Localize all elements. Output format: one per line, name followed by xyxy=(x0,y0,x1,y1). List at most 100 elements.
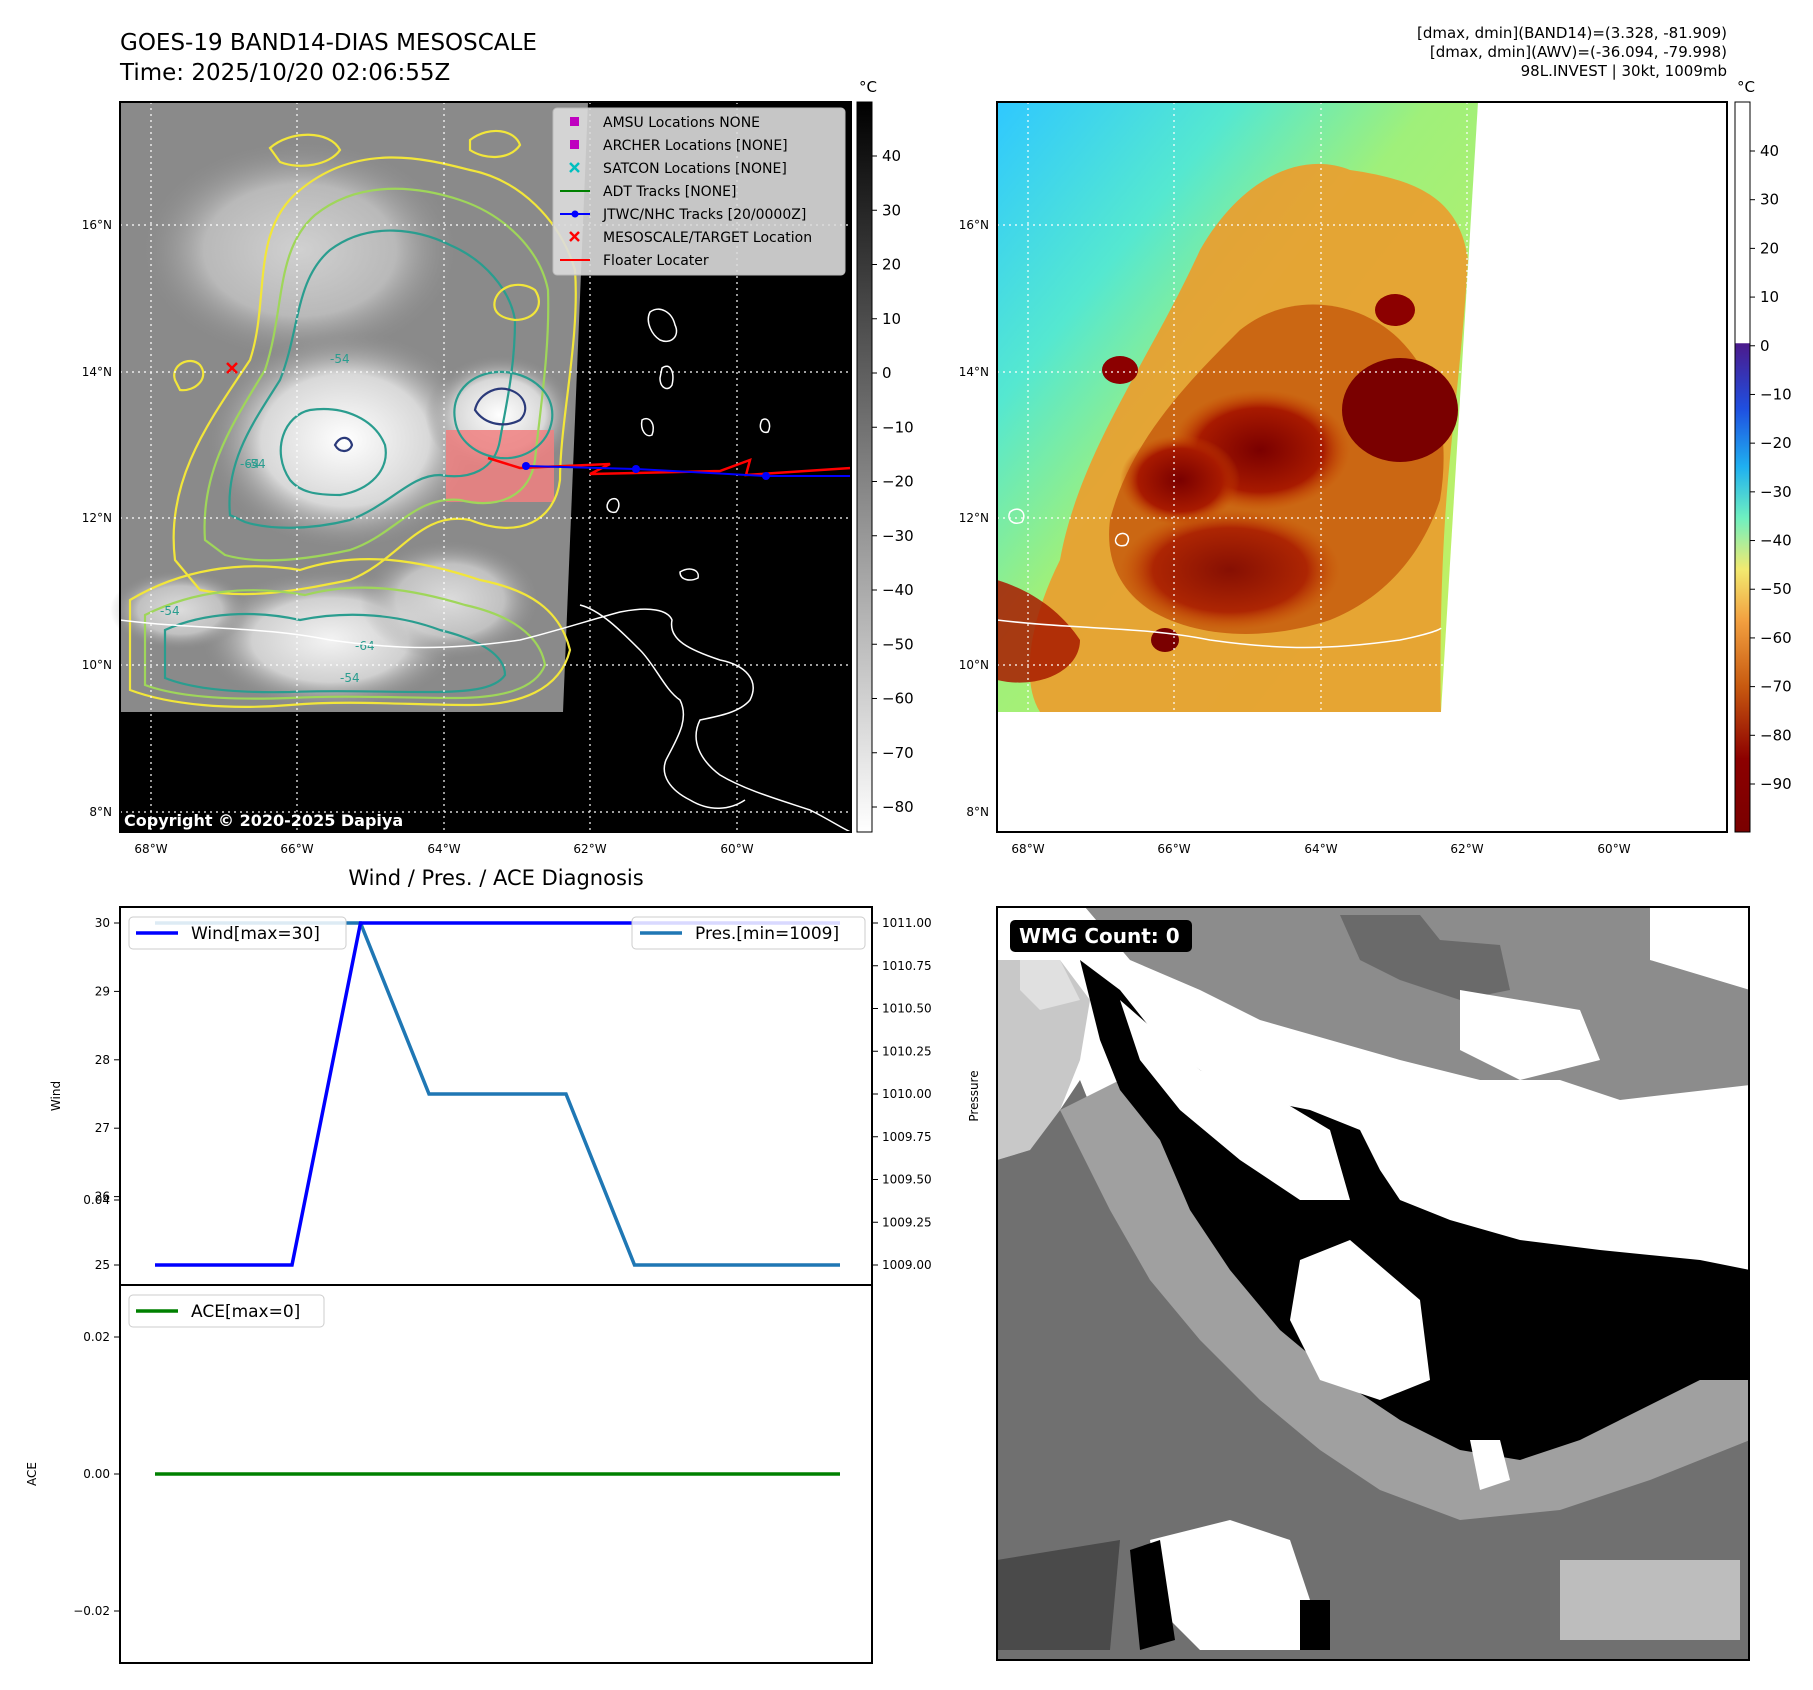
ace-legend: ACE[max=0] xyxy=(128,1294,325,1328)
awv-colorbar-tick-label: 10 xyxy=(1760,288,1779,306)
ir-colorbar: °C 40 30 20 10 0 −10 −20 −30 −40 −50 −60 −70 −80 xyxy=(856,78,914,833)
wind-axis-label: Wind xyxy=(49,1081,63,1111)
legend-jtwc: JTWC/NHC Tracks [20/0000Z] xyxy=(602,207,806,223)
figure-time: Time: 2025/10/20 02:06:55Z xyxy=(119,60,450,86)
pressure-axis-tick-label: 1010.25 xyxy=(882,1044,932,1058)
awv-colorbar-tick-label: −40 xyxy=(1760,532,1792,550)
ir-imagery xyxy=(110,102,588,712)
svg-text:-64: -64 xyxy=(240,457,260,471)
awv-map-frame xyxy=(996,101,1728,833)
svg-text:-54: -54 xyxy=(160,604,180,618)
wmg-count-badge xyxy=(1010,920,1192,952)
legend-satcon: SATCON Locations [NONE] xyxy=(603,161,787,177)
awv-colorbar-tick-label: −90 xyxy=(1760,775,1792,793)
svg-text:60°W: 60°W xyxy=(720,842,753,856)
awv-colorbar-tick-label: 20 xyxy=(1760,239,1779,257)
ace-axis-label: ACE xyxy=(25,1462,39,1486)
ir-colorbar-tick-label: −50 xyxy=(882,635,914,653)
svg-text:10°N: 10°N xyxy=(959,658,989,672)
diagnosis-panel: Wind / Pres. / ACE Diagnosis Wind Pressu… xyxy=(25,866,981,1664)
svg-text:12°N: 12°N xyxy=(82,511,112,525)
svg-text:-54: -54 xyxy=(340,671,360,685)
ir-map-panel: -54 -54 -64 -54 -64 -54 xyxy=(82,78,914,856)
ir-colorbar-tick-label: −30 xyxy=(882,527,914,545)
legend-amsu: AMSU Locations NONE xyxy=(603,115,760,131)
svg-text:64°W: 64°W xyxy=(1304,842,1337,856)
svg-text:12°N: 12°N xyxy=(959,511,989,525)
pressure-axis-tick-label: 1009.00 xyxy=(882,1258,932,1272)
ace-axis-tick-label: 0.02 xyxy=(83,1330,110,1344)
ace-axis-tick-label: 0.00 xyxy=(83,1467,110,1481)
pressure-axis-tick-label: 1010.50 xyxy=(882,1002,932,1016)
ir-colorbar-tick-label: −60 xyxy=(882,690,914,708)
wind-axis-tick-label: 25 xyxy=(95,1258,110,1272)
diagnosis-title: Wind / Pres. / ACE Diagnosis xyxy=(348,866,643,890)
ir-colorbar-tick-label: −10 xyxy=(882,418,914,436)
legend-mesoscale: MESOSCALE/TARGET Location xyxy=(603,230,812,246)
pressure-axis-ticks: 1011.00 1010.75 1010.50 1010.25 1010.00 1009.… xyxy=(872,916,932,1272)
pressure-axis-tick-label: 1009.25 xyxy=(882,1215,932,1229)
track-point xyxy=(762,472,770,480)
pressure-axis-label: Pressure xyxy=(967,1070,981,1121)
ir-colorbar-tick-label: −70 xyxy=(882,744,914,762)
jtwc-nhc-track xyxy=(525,465,851,477)
awv-colorbar-tick-label: −20 xyxy=(1760,434,1792,452)
track-point xyxy=(522,462,530,470)
pressure-axis-tick-label: 1009.50 xyxy=(882,1173,932,1187)
ace-axis-ticks: 0.040.020.00−0.02−0.04 xyxy=(73,1193,120,1618)
awv-colorbar-tick-label: −60 xyxy=(1760,629,1792,647)
wmg-count: WMG Count: 0 xyxy=(1019,924,1180,948)
wind-legend: Wind[max=30] xyxy=(128,916,347,950)
legend-pressure: Pres.[min=1009] xyxy=(695,924,839,944)
awv-colorbar-tick-label: −50 xyxy=(1760,580,1792,598)
legend-ace: ACE[max=0] xyxy=(191,1302,300,1322)
awv-imagery xyxy=(997,102,1478,713)
awv-colorbar-tick-label: −80 xyxy=(1760,726,1792,744)
awv-colorbar: °C 40 30 20 10 0 −10 −20 −30 −40 −50 −60 −70 −80 −90 xyxy=(1734,78,1792,833)
figure-title: GOES-19 BAND14-DIAS MESOSCALE xyxy=(120,30,537,56)
awv-colorbar-ticks: 40 30 20 10 0 −10 −20 −30 −40 −50 −60 −70 −80 −90 xyxy=(1750,142,1792,793)
pressure-axis-tick-label: 1010.75 xyxy=(882,959,932,973)
svg-text:-54: -54 xyxy=(330,352,350,366)
awv-lat-labels: 16°N 14°N 12°N 10°N 8°N xyxy=(959,218,989,819)
ir-colorbar-tick-label: −20 xyxy=(882,473,914,491)
svg-text:10°N: 10°N xyxy=(82,658,112,672)
legend-wind: Wind[max=30] xyxy=(191,924,320,944)
legend-marker-mesoscale xyxy=(569,231,580,242)
legend-adt: ADT Tracks [NONE] xyxy=(603,184,736,200)
ir-colorbar-tick-label: 20 xyxy=(882,256,901,274)
wind-axis-tick-label: 28 xyxy=(95,1053,110,1067)
track-point xyxy=(632,465,640,473)
info-band14-range: [dmax, dmin](BAND14)=(3.328, -81.909) xyxy=(1417,24,1727,42)
pressure-legend: Pres.[min=1009] xyxy=(631,916,866,950)
legend-marker-satcon xyxy=(569,162,580,173)
ace-axis-tick-label: 0.04 xyxy=(83,1193,110,1207)
awv-colorbar-tick-label: 40 xyxy=(1760,142,1779,160)
wmg-imagery xyxy=(997,907,1750,1660)
svg-text:62°W: 62°W xyxy=(1450,842,1483,856)
svg-text:16°N: 16°N xyxy=(82,218,112,232)
wind-axis-tick-label: 27 xyxy=(95,1121,110,1135)
ir-legend: AMSU Locations NONE ARCHER Locations [NO… xyxy=(552,107,846,276)
mesoscale-target-marker xyxy=(226,362,238,374)
svg-text:68°W: 68°W xyxy=(1011,842,1044,856)
pressure-axis-tick-label: 1011.00 xyxy=(882,916,932,930)
awv-colorbar-tick-label: −10 xyxy=(1760,385,1792,403)
svg-text:64°W: 64°W xyxy=(427,842,460,856)
ir-colorbar-tick-label: −40 xyxy=(882,581,914,599)
ir-lat-labels: 16°N 14°N 12°N 10°N 8°N xyxy=(82,218,112,819)
floater-locater-track xyxy=(487,456,852,477)
svg-text:-54: -54 xyxy=(246,457,266,471)
ir-tracks xyxy=(226,362,852,480)
legend-marker-archer xyxy=(570,140,579,149)
ir-colorbar-ticks: 40 30 20 10 0 −10 −20 −30 −40 −50 −60 −70 −80 xyxy=(872,147,914,816)
wind-axis-ticks: 30 29 28 27 26 25 xyxy=(95,916,120,1272)
wmg-panel: WMG Count: 0 xyxy=(996,906,1750,1661)
svg-text:8°N: 8°N xyxy=(89,805,112,819)
info-storm: 98L.INVEST | 30kt, 1009mb xyxy=(1521,62,1727,80)
awv-colorbar-tick-label: −70 xyxy=(1760,678,1792,696)
ir-contour-labels: -54 -54 -64 -54 -64 -54 xyxy=(160,352,375,685)
svg-text:16°N: 16°N xyxy=(959,218,989,232)
legend-marker-amsu xyxy=(570,117,579,126)
